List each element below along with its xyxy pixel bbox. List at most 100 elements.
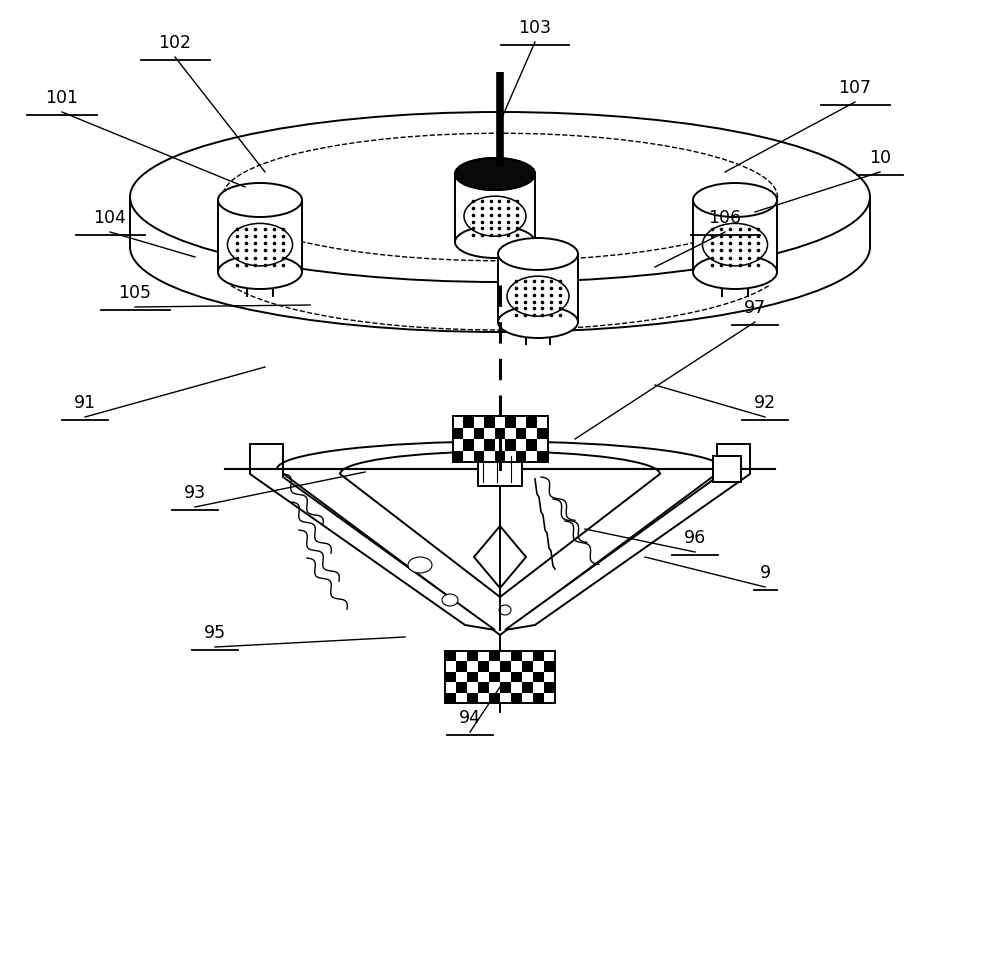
Polygon shape <box>693 200 777 272</box>
Bar <box>533 661 544 672</box>
Bar <box>478 651 489 661</box>
Ellipse shape <box>498 306 578 338</box>
Bar <box>495 428 505 439</box>
Ellipse shape <box>455 158 535 190</box>
Bar <box>526 416 537 428</box>
Bar <box>537 450 548 462</box>
Ellipse shape <box>455 158 535 190</box>
Text: 102: 102 <box>158 34 192 52</box>
Bar <box>467 661 478 672</box>
Bar <box>453 428 463 439</box>
Bar <box>505 439 516 450</box>
Bar <box>478 672 489 682</box>
Bar <box>456 693 467 703</box>
Bar <box>533 672 544 682</box>
Bar <box>484 428 495 439</box>
Ellipse shape <box>218 255 302 289</box>
Bar <box>463 450 474 462</box>
Ellipse shape <box>693 183 777 217</box>
Bar <box>511 693 522 703</box>
Bar <box>516 439 526 450</box>
Ellipse shape <box>693 255 777 289</box>
Text: 91: 91 <box>74 394 96 412</box>
Bar <box>474 428 484 439</box>
Polygon shape <box>250 444 495 630</box>
Bar <box>456 651 467 661</box>
Bar <box>522 661 533 672</box>
Bar <box>484 439 495 450</box>
Text: 10: 10 <box>869 149 891 167</box>
Text: 107: 107 <box>839 79 872 97</box>
Bar <box>526 428 537 439</box>
Bar <box>544 682 555 693</box>
Bar <box>500 661 511 672</box>
Ellipse shape <box>464 196 526 236</box>
Bar <box>505 416 516 428</box>
Polygon shape <box>498 254 578 322</box>
Bar <box>445 651 555 703</box>
Text: 9: 9 <box>759 564 771 582</box>
Text: 103: 103 <box>518 19 552 37</box>
Text: 95: 95 <box>204 624 226 642</box>
Bar <box>522 672 533 682</box>
Polygon shape <box>218 200 302 272</box>
Bar <box>445 693 456 703</box>
Bar <box>516 428 526 439</box>
Bar <box>489 651 500 661</box>
Bar <box>511 661 522 672</box>
Bar <box>537 439 548 450</box>
Bar <box>544 661 555 672</box>
Bar <box>500 682 511 693</box>
Ellipse shape <box>408 557 432 573</box>
Bar <box>474 439 484 450</box>
Bar <box>511 672 522 682</box>
Bar <box>533 693 544 703</box>
Ellipse shape <box>130 112 870 282</box>
Bar <box>522 651 533 661</box>
Bar <box>544 672 555 682</box>
Bar <box>533 682 544 693</box>
Bar <box>489 672 500 682</box>
Bar <box>478 452 522 486</box>
Bar <box>463 439 474 450</box>
Bar <box>453 439 463 450</box>
Bar <box>516 416 526 428</box>
Polygon shape <box>505 444 750 630</box>
Text: 104: 104 <box>94 209 126 227</box>
Bar <box>484 416 495 428</box>
Bar <box>526 450 537 462</box>
Bar <box>445 651 456 661</box>
Bar <box>467 651 478 661</box>
Bar <box>453 416 548 462</box>
Bar <box>544 693 555 703</box>
Bar <box>495 450 505 462</box>
Polygon shape <box>474 526 526 588</box>
Bar <box>445 682 456 693</box>
Bar <box>445 661 456 672</box>
Bar <box>467 693 478 703</box>
Ellipse shape <box>507 276 569 317</box>
Ellipse shape <box>499 605 511 615</box>
Bar <box>463 428 474 439</box>
Text: 97: 97 <box>744 299 766 317</box>
Bar <box>474 450 484 462</box>
Bar <box>533 651 544 661</box>
Bar <box>511 651 522 661</box>
Bar <box>522 693 533 703</box>
Bar <box>456 672 467 682</box>
Bar <box>544 651 555 661</box>
Bar <box>456 661 467 672</box>
Bar <box>453 450 463 462</box>
Bar <box>478 693 489 703</box>
Bar <box>522 682 533 693</box>
Text: 106: 106 <box>708 209 742 227</box>
Bar <box>489 682 500 693</box>
Text: 105: 105 <box>119 284 152 302</box>
Bar <box>467 682 478 693</box>
Polygon shape <box>277 469 500 635</box>
Polygon shape <box>500 469 723 635</box>
Text: 96: 96 <box>684 529 706 547</box>
Bar <box>500 672 511 682</box>
Bar <box>500 651 511 661</box>
Text: 94: 94 <box>459 709 481 727</box>
